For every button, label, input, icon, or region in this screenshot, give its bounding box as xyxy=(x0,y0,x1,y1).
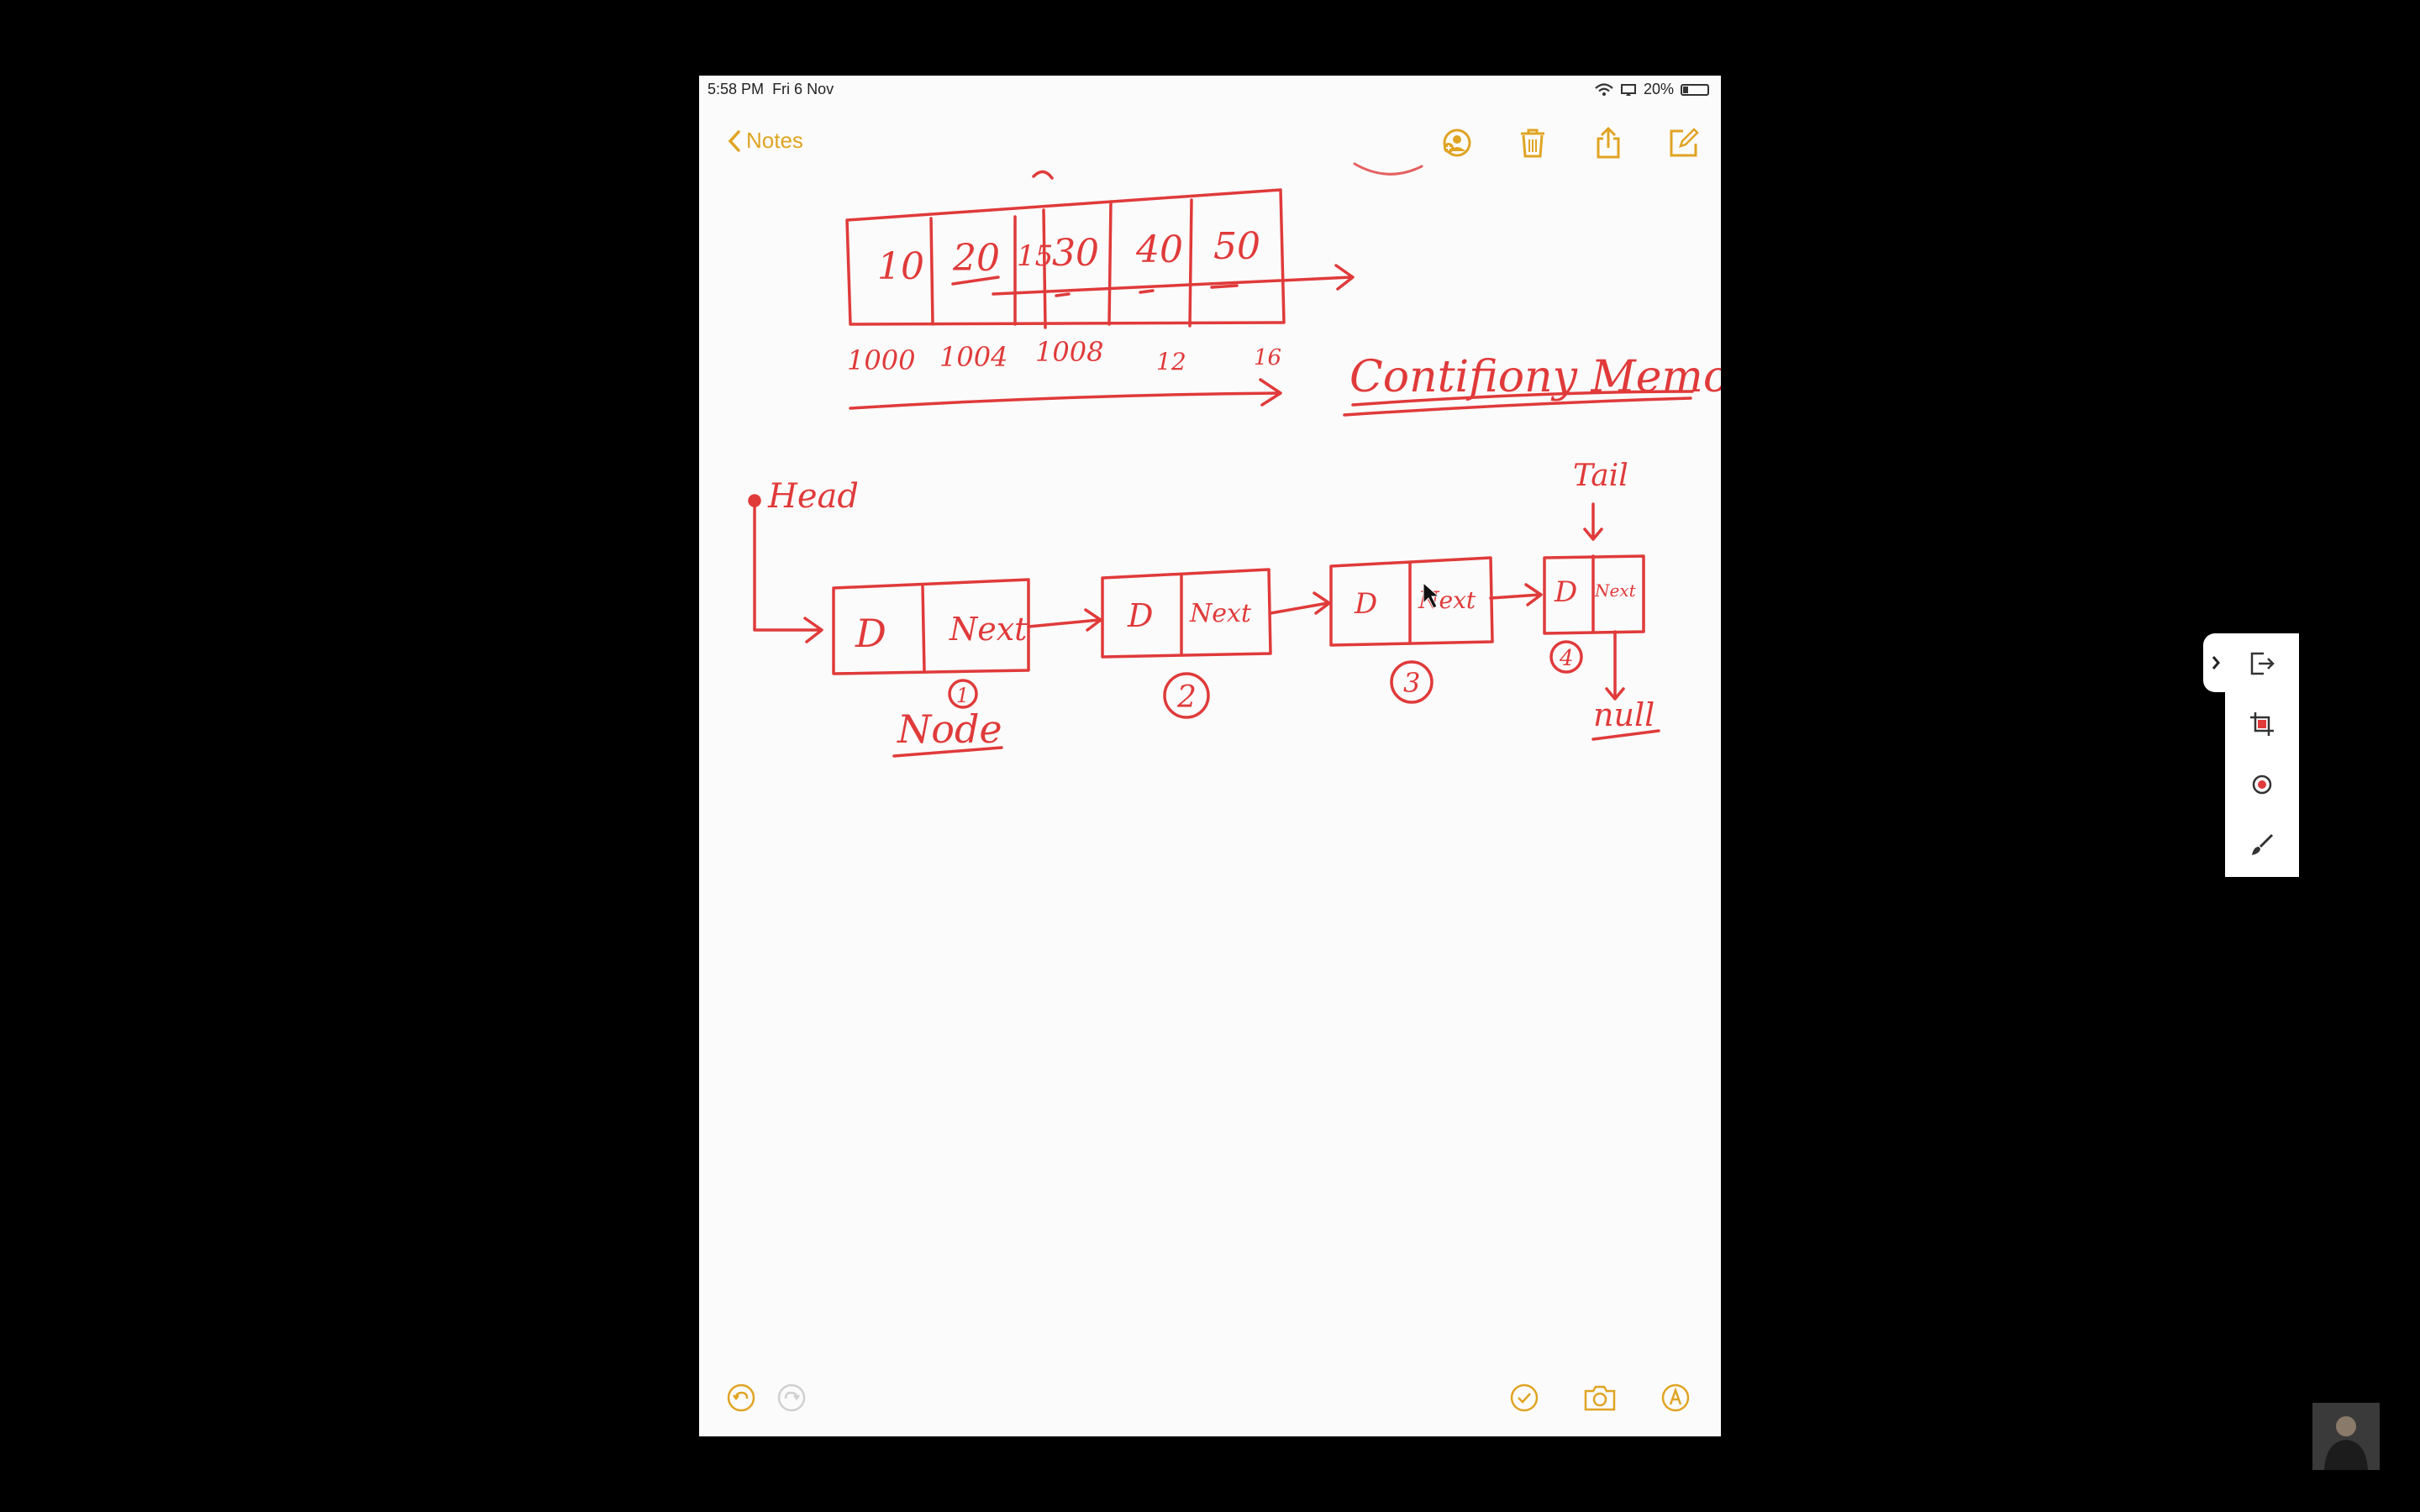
memory-label: Contifiony Memory xyxy=(1349,352,1721,402)
battery-percent: 20% xyxy=(1643,81,1674,97)
redo-icon[interactable] xyxy=(771,1378,812,1418)
wifi-icon xyxy=(1595,82,1613,96)
node-number: 2 xyxy=(1176,680,1197,715)
node-next: Next xyxy=(1594,580,1637,601)
crop-icon[interactable] xyxy=(2245,707,2279,741)
notes-bottom-bar xyxy=(699,1369,1721,1436)
node-label: Node xyxy=(897,706,1002,752)
node-number: 3 xyxy=(1403,667,1420,699)
array-value: 40 xyxy=(1135,228,1183,271)
trash-icon[interactable] xyxy=(1511,121,1555,165)
chevron-left-icon xyxy=(728,129,740,152)
checklist-icon[interactable] xyxy=(1504,1378,1544,1418)
null-label: null xyxy=(1593,696,1655,733)
node-data: D xyxy=(1354,587,1377,621)
node-data: D xyxy=(855,611,886,656)
pointer-cursor-icon xyxy=(1423,581,1440,609)
array-box xyxy=(845,188,1286,326)
undo-icon[interactable] xyxy=(721,1378,761,1418)
record-icon[interactable] xyxy=(2245,768,2279,801)
node-data: D xyxy=(1127,597,1153,634)
person-icon[interactable] xyxy=(1435,121,1479,165)
node-number: 4 xyxy=(1559,646,1574,671)
array-address: 16 xyxy=(1254,345,1281,370)
floating-tools-panel xyxy=(2225,633,2299,877)
node-next: Next xyxy=(949,611,1028,648)
tail-label: Tail xyxy=(1573,459,1628,493)
chevron-right-icon xyxy=(2212,656,2220,669)
markup-icon[interactable] xyxy=(1655,1378,1696,1418)
array-value: 50 xyxy=(1213,225,1260,268)
node-next: Next xyxy=(1189,599,1252,628)
node-data: D xyxy=(1554,575,1577,609)
brush-icon[interactable] xyxy=(2245,828,2279,862)
camera-icon[interactable] xyxy=(1580,1378,1620,1418)
array-address: 1000 xyxy=(847,344,915,376)
screen-mirror-icon xyxy=(1620,83,1636,96)
node-number: 1 xyxy=(956,684,969,707)
array-address: 12 xyxy=(1156,348,1186,375)
notes-toolbar: Notes xyxy=(699,109,1721,176)
head-label: Head xyxy=(767,477,859,516)
status-bar: 5:58 PM Fri 6 Nov 20% xyxy=(699,76,1721,101)
array-value: 10 xyxy=(877,245,924,288)
webcam-thumbnail xyxy=(2312,1403,2380,1470)
array-address: 1008 xyxy=(1035,336,1103,368)
status-time: 5:58 PM Fri 6 Nov xyxy=(708,81,834,97)
back-to-notes-button[interactable]: Notes xyxy=(728,128,803,154)
drawing-canvas: 10 20 15 30 40 50 1000 1004 1008 12 16 C… xyxy=(748,162,1721,758)
array-value: 20 xyxy=(952,237,1000,280)
battery-icon xyxy=(1681,83,1709,96)
ipad-screen: 5:58 PM Fri 6 Nov 20% Notes xyxy=(699,76,1721,1436)
share-icon[interactable] xyxy=(1586,121,1630,165)
back-label: Notes xyxy=(746,128,803,153)
array-address: 1004 xyxy=(939,341,1007,373)
array-value: 30 xyxy=(1052,232,1099,275)
compose-icon[interactable] xyxy=(1662,121,1706,165)
tools-collapse-tab[interactable] xyxy=(2203,633,2228,692)
array-marker: 15 xyxy=(1017,239,1053,273)
exit-icon[interactable] xyxy=(2245,647,2279,680)
